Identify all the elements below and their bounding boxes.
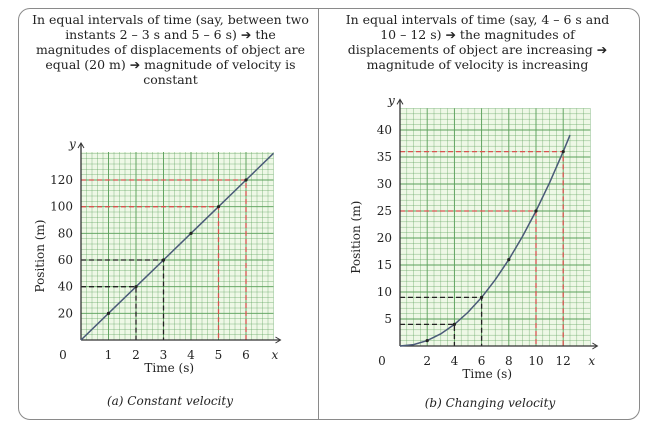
caption-a: (a) Constant velocity bbox=[106, 394, 234, 408]
y-axis-label: Position (m) bbox=[349, 201, 363, 274]
guide-line bbox=[81, 286, 137, 340]
x-axis-label: Time (s) bbox=[462, 367, 512, 381]
x-tick-label: 8 bbox=[505, 354, 513, 368]
series-line bbox=[80, 152, 275, 341]
y-tick-label: 5 bbox=[384, 312, 392, 326]
x-tick-label: 6 bbox=[242, 348, 250, 362]
origin-label: 0 bbox=[59, 348, 67, 362]
x-tick-label: 10 bbox=[528, 354, 543, 368]
y-axis-symbol: y bbox=[387, 93, 395, 107]
x-tick-label: 4 bbox=[451, 354, 459, 368]
y-axis-label: Position (m) bbox=[33, 220, 47, 293]
series-line bbox=[399, 134, 571, 347]
x-tick-label: 2 bbox=[423, 354, 431, 368]
x-axis-arrow-icon bbox=[592, 342, 599, 350]
data-point bbox=[561, 150, 565, 154]
y-tick-label: 40 bbox=[58, 280, 73, 294]
guide-line bbox=[400, 323, 456, 346]
origin-label: 0 bbox=[378, 354, 386, 368]
data-point bbox=[425, 339, 429, 343]
x-tick-label: 6 bbox=[478, 354, 486, 368]
y-tick-label: 10 bbox=[377, 285, 392, 299]
x-axis-arrow-icon bbox=[275, 336, 282, 344]
y-tick-label: 35 bbox=[377, 150, 392, 164]
y-tick-label: 25 bbox=[377, 204, 392, 218]
x-tick-label: 3 bbox=[160, 348, 168, 362]
data-point bbox=[244, 178, 248, 182]
y-axis-arrow-icon bbox=[396, 98, 404, 105]
x-tick-label: 4 bbox=[187, 348, 195, 362]
data-point bbox=[216, 205, 221, 209]
y-tick-label: 20 bbox=[377, 231, 392, 245]
x-axis-symbol: x bbox=[272, 348, 279, 362]
data-point bbox=[134, 285, 138, 289]
data-point bbox=[452, 322, 456, 326]
caption-b: (b) Changing velocity bbox=[424, 396, 556, 410]
data-point bbox=[189, 231, 193, 235]
note-a: In equal intervals of time (say, between… bbox=[32, 12, 309, 87]
y-axis-arrow-icon bbox=[77, 142, 85, 149]
y-axis-symbol: y bbox=[68, 137, 76, 151]
x-tick-label: 1 bbox=[105, 348, 113, 362]
y-tick-label: 60 bbox=[58, 253, 73, 267]
data-point bbox=[106, 311, 111, 315]
figure-frame bbox=[18, 8, 640, 420]
data-point bbox=[161, 258, 166, 262]
data-point bbox=[480, 295, 484, 299]
x-tick-label: 12 bbox=[556, 354, 571, 368]
panel-divider bbox=[318, 8, 319, 420]
y-tick-label: 120 bbox=[50, 173, 73, 187]
x-tick-label: 5 bbox=[215, 348, 223, 362]
data-point bbox=[507, 258, 511, 262]
y-tick-label: 20 bbox=[58, 306, 73, 320]
y-tick-label: 100 bbox=[50, 200, 73, 214]
data-point bbox=[534, 209, 538, 213]
y-tick-label: 15 bbox=[377, 258, 392, 272]
y-tick-label: 80 bbox=[58, 226, 73, 240]
note-b: In equal intervals of time (say, 4 – 6 s… bbox=[345, 12, 610, 72]
y-tick-label: 30 bbox=[377, 177, 392, 191]
y-tick-label: 40 bbox=[377, 123, 392, 137]
x-axis-symbol: x bbox=[588, 354, 595, 368]
x-axis-label: Time (s) bbox=[144, 361, 194, 375]
x-tick-label: 2 bbox=[132, 348, 140, 362]
